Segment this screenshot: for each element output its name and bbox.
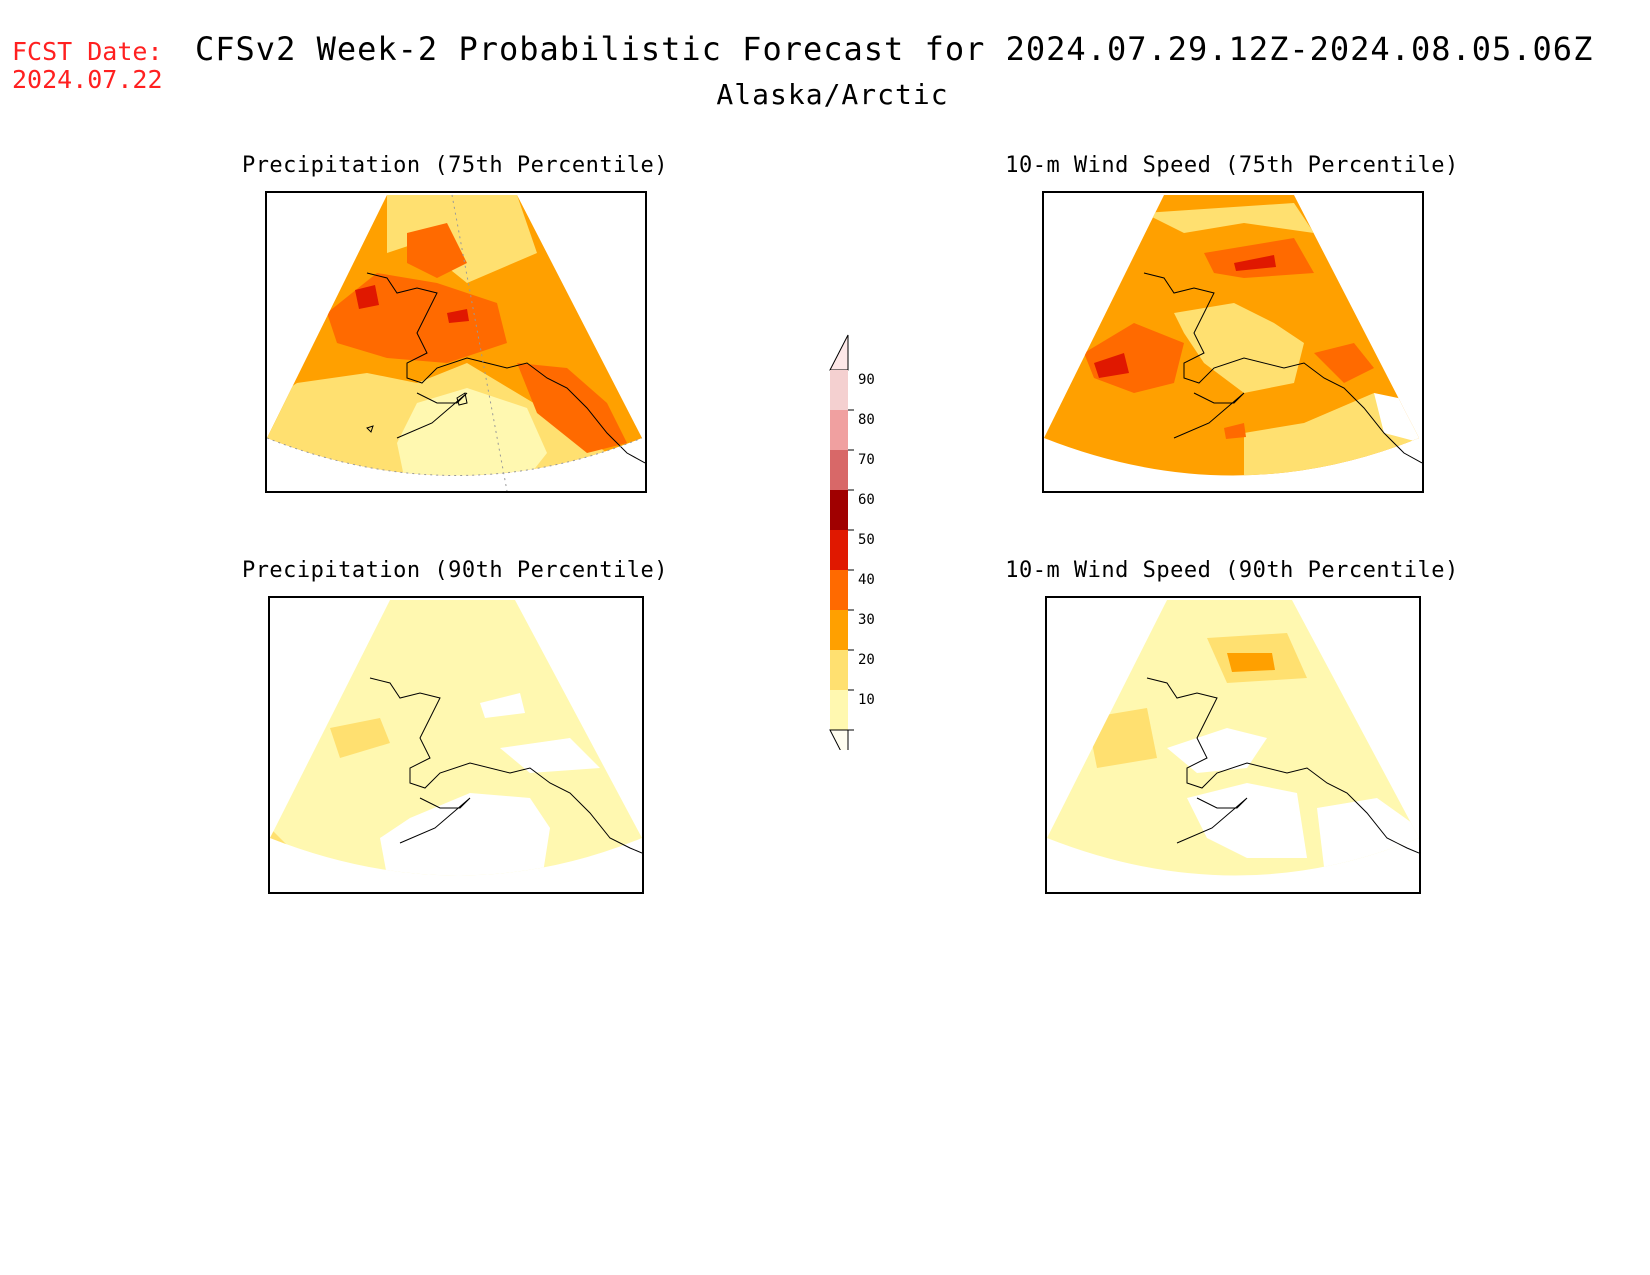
page-title: CFSv2 Week-2 Probabilistic Forecast for … [195, 30, 1594, 68]
colorbar-label-70: 70 [858, 452, 875, 468]
colorbar-segment-70 [830, 450, 848, 490]
colorbar-label-10: 10 [858, 692, 875, 708]
colorbar-segment-80 [830, 410, 848, 450]
colorbar-label-90: 90 [858, 372, 875, 388]
colorbar-segment-10 [830, 690, 848, 730]
colorbar-segment-30 [830, 610, 848, 650]
region-subtitle: Alaska/Arctic [716, 78, 949, 111]
colorbar-segment-20 [830, 650, 848, 690]
coastline-outline [1146, 677, 1419, 854]
colorbar-label-30: 30 [858, 612, 875, 628]
map-precip-75 [265, 191, 647, 493]
forecast-date-value: 2024.07.22 [12, 65, 163, 94]
coastline-outline [369, 677, 642, 854]
colorbar-label-80: 80 [858, 412, 875, 428]
colorbar-segment-40 [830, 570, 848, 610]
map-wind-75 [1042, 191, 1424, 493]
coastline-outline [366, 272, 645, 464]
colorbar-segment-60 [830, 490, 848, 530]
colorbar-label-50: 50 [858, 532, 875, 548]
forecast-date-block: FCST Date: 2024.07.22 [12, 38, 163, 94]
colorbar-segment-50 [830, 530, 848, 570]
color-scale-bar [820, 330, 880, 766]
colorbar-label-40: 40 [858, 572, 875, 588]
colorbar-label-60: 60 [858, 492, 875, 508]
colorbar-label-20: 20 [858, 652, 875, 668]
colorbar-segment-90 [830, 370, 848, 410]
panel-title-wind-75: 10-m Wind Speed (75th Percentile) [1005, 153, 1459, 178]
map-precip-90 [268, 596, 644, 894]
colorbar-bottom-arrow [829, 729, 849, 766]
map-wind-90 [1045, 596, 1421, 894]
coastline-outline [1143, 272, 1422, 464]
panel-title-wind-90: 10-m Wind Speed (90th Percentile) [1005, 558, 1459, 583]
forecast-date-label: FCST Date: [12, 37, 163, 66]
panel-title-precip-75: Precipitation (75th Percentile) [241, 153, 669, 178]
colorbar-top-arrow [829, 334, 849, 371]
panel-title-precip-90: Precipitation (90th Percentile) [241, 558, 669, 583]
